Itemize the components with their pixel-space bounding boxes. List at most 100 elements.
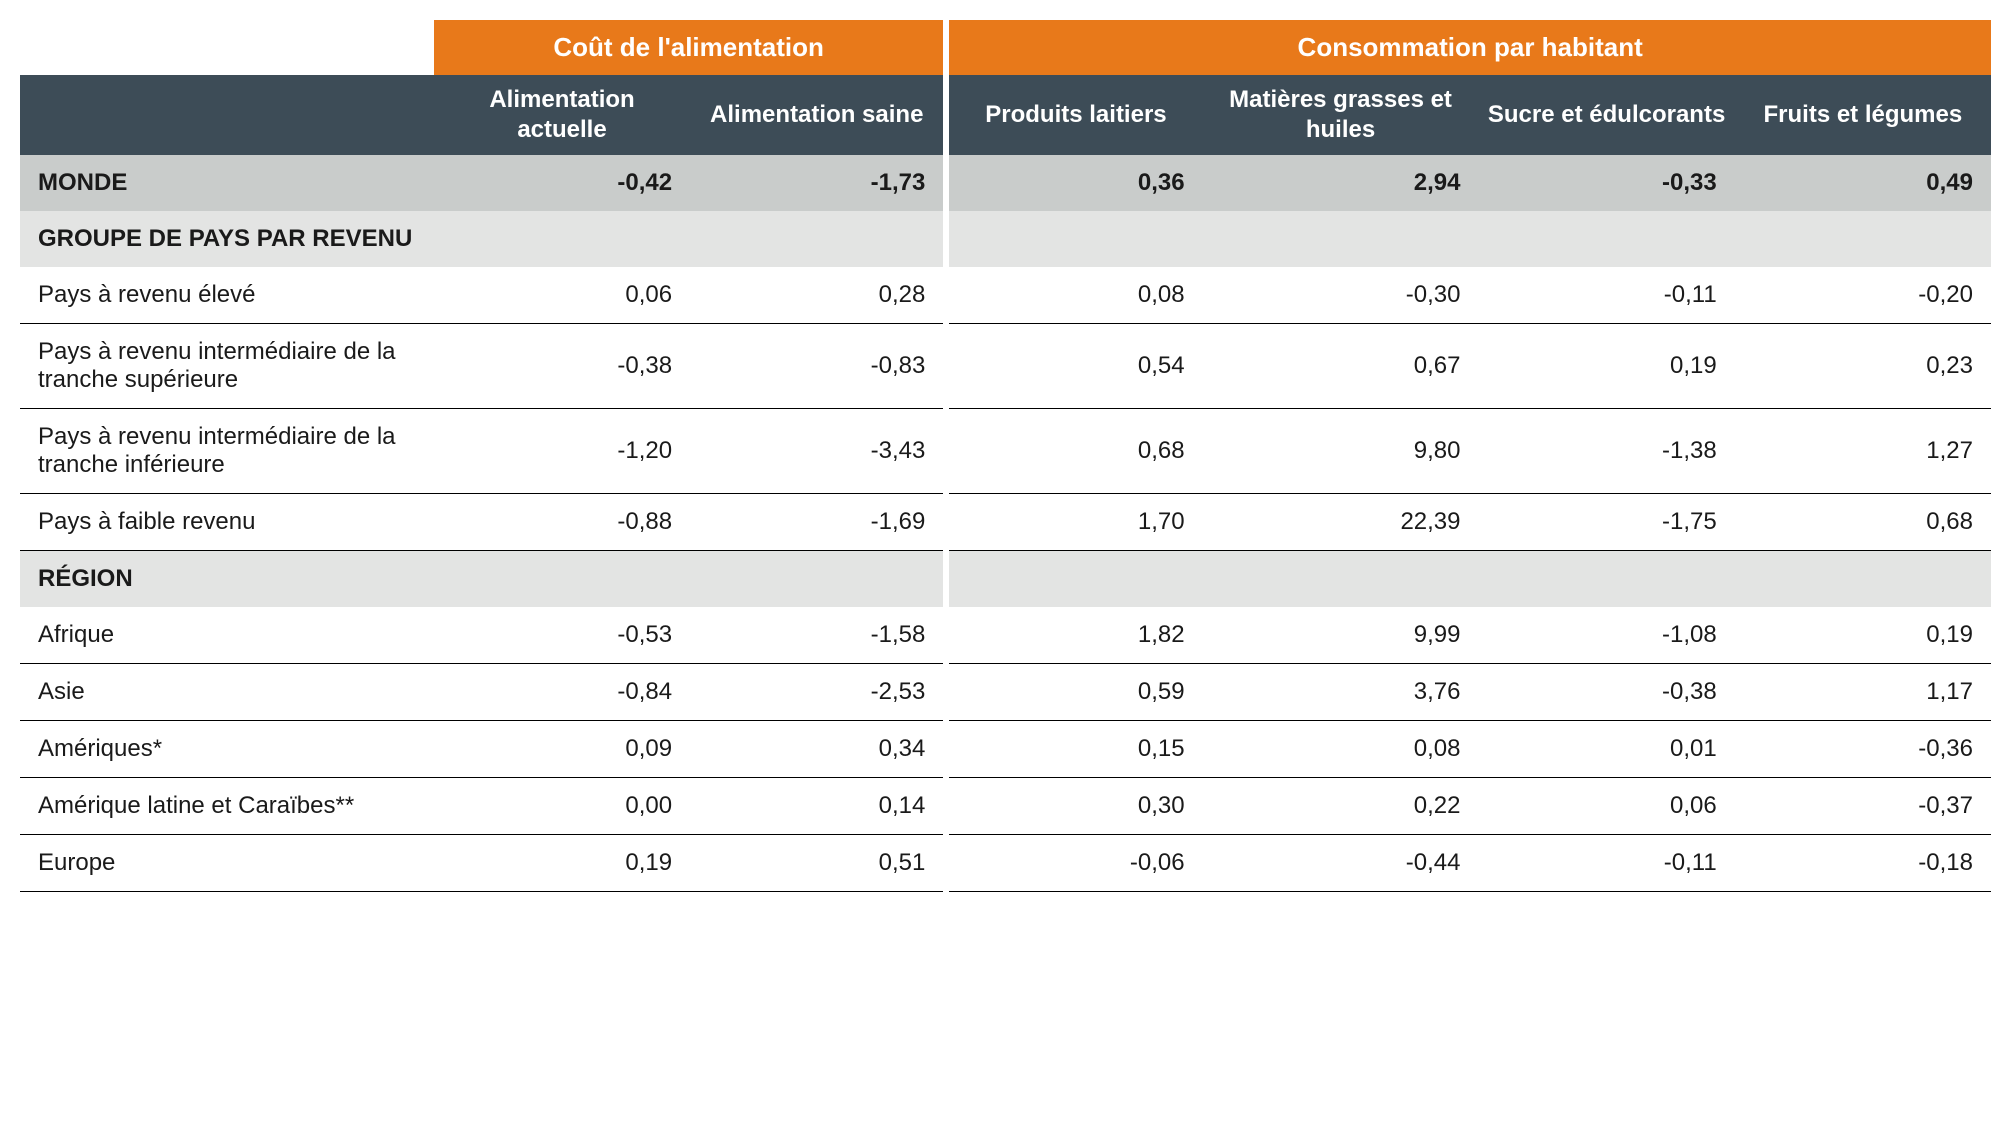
cell: -1,69 bbox=[690, 494, 946, 551]
cell: -0,18 bbox=[1735, 835, 1991, 892]
cell: -1,75 bbox=[1479, 494, 1735, 551]
cell: -1,08 bbox=[1479, 607, 1735, 664]
row-label: Europe bbox=[20, 835, 434, 892]
cell: 9,99 bbox=[1203, 607, 1479, 664]
cell: -1,38 bbox=[1479, 409, 1735, 494]
cell: -0,06 bbox=[946, 835, 1202, 892]
cell-empty bbox=[1479, 551, 1735, 608]
cell-empty bbox=[434, 551, 690, 608]
cell: -0,44 bbox=[1203, 835, 1479, 892]
section-title: RÉGION bbox=[20, 551, 434, 608]
cell: 1,17 bbox=[1735, 664, 1991, 721]
cell: 0,14 bbox=[690, 778, 946, 835]
cell: -0,20 bbox=[1735, 267, 1991, 324]
cell: -0,33 bbox=[1479, 155, 1735, 211]
cell: -0,11 bbox=[1479, 835, 1735, 892]
cell: 0,23 bbox=[1735, 324, 1991, 409]
cell: -0,42 bbox=[434, 155, 690, 211]
cell: 1,27 bbox=[1735, 409, 1991, 494]
cell: -3,43 bbox=[690, 409, 946, 494]
cell: -0,84 bbox=[434, 664, 690, 721]
row-label: Asie bbox=[20, 664, 434, 721]
cell-empty bbox=[690, 211, 946, 267]
cell: 2,94 bbox=[1203, 155, 1479, 211]
table-row: Afrique -0,53 -1,58 1,82 9,99 -1,08 0,19 bbox=[20, 607, 1991, 664]
cell: 1,82 bbox=[946, 607, 1202, 664]
row-label: Pays à revenu intermédiaire de la tranch… bbox=[20, 409, 434, 494]
cell: 0,54 bbox=[946, 324, 1202, 409]
cell: 0,28 bbox=[690, 267, 946, 324]
cell: 0,00 bbox=[434, 778, 690, 835]
cell-empty bbox=[1735, 551, 1991, 608]
cell: 0,19 bbox=[1479, 324, 1735, 409]
cell-empty bbox=[946, 211, 1202, 267]
cell: -2,53 bbox=[690, 664, 946, 721]
cell: -0,38 bbox=[434, 324, 690, 409]
cell: 0,49 bbox=[1735, 155, 1991, 211]
row-label: Amérique latine et Caraïbes** bbox=[20, 778, 434, 835]
cell: 0,22 bbox=[1203, 778, 1479, 835]
cell: -1,58 bbox=[690, 607, 946, 664]
col-header: Matières grasses et huiles bbox=[1203, 75, 1479, 155]
row-label: Pays à faible revenu bbox=[20, 494, 434, 551]
cell: 0,34 bbox=[690, 721, 946, 778]
header-columns-row: Alimentation actuelle Alimentation saine… bbox=[20, 75, 1991, 155]
col-header: Alimentation saine bbox=[690, 75, 946, 155]
cell-empty bbox=[1735, 211, 1991, 267]
row-label: Pays à revenu élevé bbox=[20, 267, 434, 324]
cell: -0,37 bbox=[1735, 778, 1991, 835]
cell: -0,53 bbox=[434, 607, 690, 664]
col-header: Produits laitiers bbox=[946, 75, 1202, 155]
cell: 0,06 bbox=[1479, 778, 1735, 835]
cell: 3,76 bbox=[1203, 664, 1479, 721]
cell-empty bbox=[434, 211, 690, 267]
header-group-row: Coût de l'alimentation Consommation par … bbox=[20, 20, 1991, 75]
col-header: Fruits et légumes bbox=[1735, 75, 1991, 155]
cell: 0,67 bbox=[1203, 324, 1479, 409]
cell-empty bbox=[946, 551, 1202, 608]
cell: 0,15 bbox=[946, 721, 1202, 778]
cell-empty bbox=[1203, 211, 1479, 267]
table-row: Amériques* 0,09 0,34 0,15 0,08 0,01 -0,3… bbox=[20, 721, 1991, 778]
header-group-cost: Coût de l'alimentation bbox=[434, 20, 946, 75]
table-row: Asie -0,84 -2,53 0,59 3,76 -0,38 1,17 bbox=[20, 664, 1991, 721]
section-header-row: GROUPE DE PAYS PAR REVENU bbox=[20, 211, 1991, 267]
world-row: MONDE -0,42 -1,73 0,36 2,94 -0,33 0,49 bbox=[20, 155, 1991, 211]
table-body: MONDE -0,42 -1,73 0,36 2,94 -0,33 0,49 G… bbox=[20, 155, 1991, 892]
cell: 0,36 bbox=[946, 155, 1202, 211]
table-row: Europe 0,19 0,51 -0,06 -0,44 -0,11 -0,18 bbox=[20, 835, 1991, 892]
cell: 0,01 bbox=[1479, 721, 1735, 778]
cell: -0,11 bbox=[1479, 267, 1735, 324]
table-row: Pays à faible revenu -0,88 -1,69 1,70 22… bbox=[20, 494, 1991, 551]
cell: 0,68 bbox=[1735, 494, 1991, 551]
header-blank bbox=[20, 20, 434, 75]
header-group-consumption: Consommation par habitant bbox=[946, 20, 1991, 75]
cell: 9,80 bbox=[1203, 409, 1479, 494]
cell-empty bbox=[690, 551, 946, 608]
cell: 1,70 bbox=[946, 494, 1202, 551]
table-row: Pays à revenu intermédiaire de la tranch… bbox=[20, 324, 1991, 409]
section-header-row: RÉGION bbox=[20, 551, 1991, 608]
cell: -0,83 bbox=[690, 324, 946, 409]
cell: -1,20 bbox=[434, 409, 690, 494]
row-label: Pays à revenu intermédiaire de la tranch… bbox=[20, 324, 434, 409]
cell: 22,39 bbox=[1203, 494, 1479, 551]
col-header: Sucre et édulcorants bbox=[1479, 75, 1735, 155]
row-label: MONDE bbox=[20, 155, 434, 211]
cell-empty bbox=[1203, 551, 1479, 608]
cell: -0,88 bbox=[434, 494, 690, 551]
cell: 0,19 bbox=[1735, 607, 1991, 664]
cell: 0,30 bbox=[946, 778, 1202, 835]
cell: 0,19 bbox=[434, 835, 690, 892]
cell: -0,30 bbox=[1203, 267, 1479, 324]
cell: 0,08 bbox=[1203, 721, 1479, 778]
header-blank-sub bbox=[20, 75, 434, 155]
cell: 0,51 bbox=[690, 835, 946, 892]
cell: 0,59 bbox=[946, 664, 1202, 721]
cell: 0,09 bbox=[434, 721, 690, 778]
col-header: Alimentation actuelle bbox=[434, 75, 690, 155]
table-row: Pays à revenu intermédiaire de la tranch… bbox=[20, 409, 1991, 494]
cell: -1,73 bbox=[690, 155, 946, 211]
table-row: Pays à revenu élevé 0,06 0,28 0,08 -0,30… bbox=[20, 267, 1991, 324]
row-label: Afrique bbox=[20, 607, 434, 664]
